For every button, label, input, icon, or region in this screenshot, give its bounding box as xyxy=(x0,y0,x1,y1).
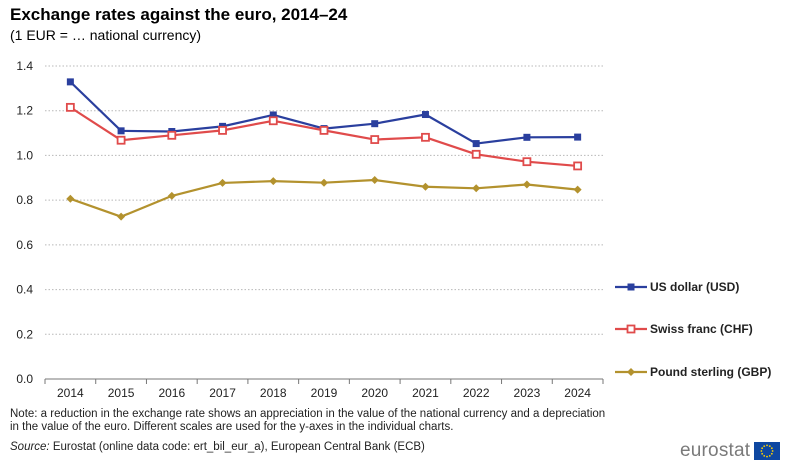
data-point xyxy=(471,149,481,159)
y-tick-label: 1.4 xyxy=(16,59,33,73)
flag-star xyxy=(771,447,774,450)
chart-note: Note: a reduction in the exchange rate s… xyxy=(10,408,606,433)
data-point xyxy=(268,116,278,126)
x-tick-label: 2024 xyxy=(564,386,591,400)
logo-text: eurostat xyxy=(680,440,751,461)
data-point xyxy=(66,194,75,203)
data-point xyxy=(269,111,277,119)
eurostat-logo: eurostat xyxy=(680,440,781,462)
data-point xyxy=(65,102,75,112)
data-point xyxy=(523,133,531,141)
y-tick-label: 0.6 xyxy=(16,238,33,252)
series-line-1 xyxy=(69,106,578,168)
data-point xyxy=(116,135,126,145)
data-point xyxy=(573,185,582,194)
flag-star xyxy=(761,452,764,455)
data-point xyxy=(320,178,328,187)
x-tick-label: 2018 xyxy=(260,386,287,400)
data-point xyxy=(573,161,583,171)
legend-marker xyxy=(627,368,635,376)
flag-star xyxy=(761,447,764,450)
y-tick-label: 0.4 xyxy=(16,283,33,297)
data-point xyxy=(472,184,481,193)
source-text: Eurostat (online data code: ert_bil_eur_… xyxy=(52,441,425,453)
data-point xyxy=(167,130,177,140)
data-point xyxy=(319,125,329,135)
x-tick-label: 2014 xyxy=(57,386,84,400)
flag-star xyxy=(766,455,769,458)
data-point xyxy=(472,140,480,148)
chart-source: Source: Eurostat (online data code: ert_… xyxy=(10,441,425,453)
flag-star xyxy=(769,454,771,457)
flag-star xyxy=(771,450,774,452)
data-point xyxy=(218,178,227,187)
legend-label: Swiss franc (CHF) xyxy=(650,322,753,336)
data-point xyxy=(117,127,125,135)
data-point xyxy=(66,78,74,86)
x-tick-label: 2015 xyxy=(108,386,135,400)
data-point xyxy=(370,176,379,185)
data-point xyxy=(421,182,430,191)
flag-star xyxy=(763,454,766,457)
eu-flag-icon xyxy=(754,442,781,460)
x-tick-label: 2017 xyxy=(209,386,236,400)
flag-star xyxy=(763,445,766,448)
source-label: Source: xyxy=(10,441,50,453)
flag-star xyxy=(771,452,774,455)
x-tick-label: 2019 xyxy=(311,386,338,400)
y-tick-label: 0.2 xyxy=(16,327,33,341)
data-point xyxy=(574,133,582,141)
data-point xyxy=(370,135,380,144)
x-tick-label: 2023 xyxy=(514,386,541,400)
legend-marker xyxy=(627,283,635,291)
data-point xyxy=(218,125,227,135)
y-tick-label: 0.0 xyxy=(16,372,33,386)
data-point xyxy=(167,191,176,200)
flag-star xyxy=(760,450,763,452)
legend-label: US dollar (USD) xyxy=(650,280,739,294)
data-point xyxy=(371,120,379,128)
y-tick-label: 0.8 xyxy=(16,193,33,207)
x-tick-label: 2020 xyxy=(361,386,388,400)
legend-marker xyxy=(626,324,636,334)
chart-title: Exchange rates against the euro, 2014–24 xyxy=(10,5,348,24)
data-point xyxy=(522,157,532,167)
legend-label: Pound sterling (GBP) xyxy=(650,365,771,379)
data-point xyxy=(269,177,278,186)
y-tick-label: 1.2 xyxy=(16,104,33,118)
x-tick-label: 2016 xyxy=(158,386,185,400)
line-chart: 0.0 0.2 0.4 0.6 0.8 1.0 1.2 1.4 2014 2015 2016 2017… xyxy=(16,59,771,400)
flag-star xyxy=(769,445,771,448)
data-point xyxy=(421,132,430,142)
x-tick-label: 2021 xyxy=(412,386,439,400)
x-tick-label: 2022 xyxy=(463,386,490,400)
flag-star xyxy=(766,444,769,447)
data-point xyxy=(522,180,531,189)
y-tick-label: 1.0 xyxy=(16,148,33,162)
data-point xyxy=(421,111,429,119)
data-point xyxy=(117,212,126,221)
chart-subtitle: (1 EUR = … national currency) xyxy=(10,27,202,43)
